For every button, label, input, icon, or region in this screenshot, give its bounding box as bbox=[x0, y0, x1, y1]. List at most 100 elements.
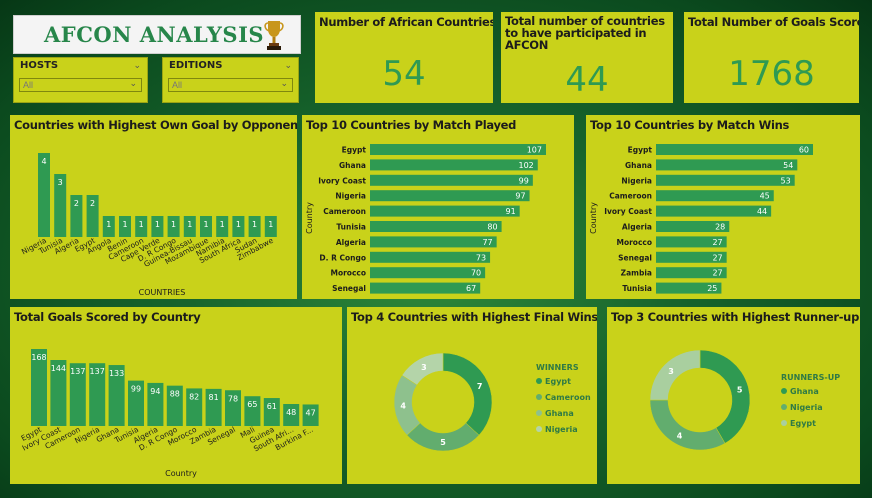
bar bbox=[86, 195, 99, 237]
bar-value-label: 27 bbox=[712, 238, 722, 247]
bar bbox=[216, 216, 229, 237]
bar-value-label: 2 bbox=[74, 199, 79, 208]
bar-value-label: 91 bbox=[505, 207, 515, 216]
chevron-down-icon: ⌄ bbox=[280, 78, 288, 88]
hosts-selected-value: All bbox=[23, 80, 34, 90]
bar bbox=[656, 205, 772, 217]
kpi-card-value: 1768 bbox=[728, 54, 815, 94]
bar bbox=[656, 144, 813, 155]
category-tick-label: Zambia bbox=[621, 269, 652, 278]
bar-value-label: 137 bbox=[70, 367, 85, 376]
bar bbox=[50, 360, 67, 426]
bar-value-label: 144 bbox=[51, 364, 66, 373]
category-tick-label: Cameroon bbox=[609, 192, 652, 201]
bar-value-label: 25 bbox=[707, 284, 717, 293]
bar-value-label: 1 bbox=[187, 220, 192, 229]
trophy-icon bbox=[264, 21, 284, 50]
slice-value-label: 5 bbox=[440, 438, 446, 447]
bar bbox=[70, 195, 83, 237]
bar bbox=[656, 221, 730, 232]
bar bbox=[283, 404, 300, 426]
bar-value-label: 65 bbox=[247, 400, 257, 409]
donut-slice bbox=[649, 349, 701, 401]
bar bbox=[147, 382, 164, 426]
bar-value-label: 67 bbox=[466, 284, 476, 293]
slice-value-label: 3 bbox=[668, 367, 674, 376]
bar-value-label: 1 bbox=[252, 220, 257, 229]
legend-marker bbox=[536, 394, 542, 400]
bar bbox=[656, 251, 727, 263]
chevron-down-icon: ⌄ bbox=[129, 78, 137, 88]
bar bbox=[31, 349, 47, 426]
bar bbox=[232, 216, 245, 237]
bar bbox=[370, 251, 491, 263]
bar bbox=[69, 363, 86, 426]
legend-item-label: Egypt bbox=[545, 377, 571, 386]
bar-value-label: 107 bbox=[527, 146, 542, 155]
bar bbox=[656, 159, 798, 171]
slice-value-label: 3 bbox=[421, 363, 427, 372]
category-tick-label: Ghana bbox=[625, 161, 652, 170]
bar bbox=[244, 396, 261, 426]
bar-value-label: 102 bbox=[518, 161, 533, 170]
hosts-dropdown[interactable]: All ⌄ bbox=[19, 78, 142, 92]
editions-slicer-label: EDITIONS bbox=[169, 60, 223, 71]
legend-item-label: Cameroon bbox=[545, 393, 591, 402]
slice-value-label: 4 bbox=[400, 401, 406, 410]
bar-value-label: 27 bbox=[712, 253, 722, 262]
runnerup-donut-chart: 5 4 3 RUNNERS-UP Ghana Nigeria Egypt bbox=[649, 349, 840, 451]
bar bbox=[102, 216, 115, 237]
bar bbox=[370, 221, 502, 232]
bar bbox=[370, 190, 530, 202]
dashboard-title-box: AFCON ANALYSIS bbox=[13, 15, 301, 54]
kpi-card-participants: Total number of countries to have partic… bbox=[501, 12, 673, 103]
bar bbox=[119, 216, 131, 237]
bar-value-label: 48 bbox=[286, 408, 296, 417]
own-goals-chart-panel: Countries with Highest Own Goal by Oppon… bbox=[10, 115, 297, 299]
bar-value-label: 1 bbox=[139, 220, 144, 229]
donut-slice bbox=[649, 399, 726, 451]
bar-value-label: 80 bbox=[487, 223, 497, 232]
hosts-slicer[interactable]: HOSTS ⌄ All ⌄ bbox=[13, 57, 148, 103]
editions-slicer[interactable]: EDITIONS ⌄ All ⌄ bbox=[162, 57, 299, 103]
chevron-down-icon[interactable]: ⌄ bbox=[133, 60, 141, 70]
bar bbox=[183, 216, 196, 237]
category-tick-label: Tunisia bbox=[336, 223, 366, 232]
legend-item-label: Egypt bbox=[790, 419, 816, 428]
bar-value-label: 61 bbox=[267, 402, 277, 411]
final-wins-donut-chart: 7 5 4 3 WINNERS Egypt Cameroon Ghana Nigeria bbox=[393, 352, 591, 452]
category-tick-label: Nigeria bbox=[335, 192, 366, 201]
category-tick-label: Algeria bbox=[336, 238, 366, 247]
y-axis-label: Country bbox=[589, 202, 598, 234]
editions-selected-value: All bbox=[172, 80, 183, 90]
bar-value-label: 81 bbox=[209, 393, 219, 402]
chart-title: Top 10 Countries by Match Wins bbox=[590, 118, 790, 132]
matches-played-chart-panel: Top 10 Countries by Match Played 107 Egyp… bbox=[302, 115, 574, 299]
matches-played-chart: 107 Egypt 102 Ghana 99 Ivory Coast 97 Nigeria 91… bbox=[305, 144, 546, 294]
bar bbox=[370, 174, 533, 186]
bar-value-label: 4 bbox=[41, 157, 46, 166]
bar bbox=[128, 380, 144, 426]
kpi-card-african-countries: Number of African Countries 54 bbox=[315, 12, 493, 103]
bar-value-label: 3 bbox=[58, 178, 63, 187]
legend-item-label: Ghana bbox=[545, 409, 574, 418]
x-axis-label: Country bbox=[165, 469, 197, 478]
legend-title: RUNNERS-UP bbox=[781, 373, 840, 382]
x-axis-label: COUNTRIES bbox=[139, 288, 186, 297]
chart-title: Top 4 Countries with Highest Final Wins bbox=[351, 310, 597, 324]
bar bbox=[370, 267, 486, 279]
kpi-card-total-goals: Total Number of Goals Scored 1768 bbox=[684, 12, 859, 103]
bar-value-label: 1 bbox=[268, 220, 273, 229]
match-wins-chart: 60 Egypt 54 Ghana 53 Nigeria 45 Cameroon 44 Ivory… bbox=[589, 144, 813, 294]
match-wins-chart-panel: Top 10 Countries by Match Wins 60 Egypt 54… bbox=[586, 115, 860, 299]
chevron-down-icon[interactable]: ⌄ bbox=[284, 60, 292, 70]
bar-value-label: 1 bbox=[203, 220, 208, 229]
chart-title: Total Goals Scored by Country bbox=[14, 310, 201, 324]
bar bbox=[166, 385, 183, 426]
category-tick-label: Senegal bbox=[618, 253, 652, 262]
bar bbox=[225, 390, 241, 426]
own-goals-chart: 4Nigeria3Tunisia2Algeria2Egypt1Angola1Be… bbox=[20, 153, 277, 297]
editions-dropdown[interactable]: All ⌄ bbox=[168, 78, 293, 92]
bar bbox=[656, 282, 722, 294]
bar-value-label: 78 bbox=[228, 394, 238, 403]
